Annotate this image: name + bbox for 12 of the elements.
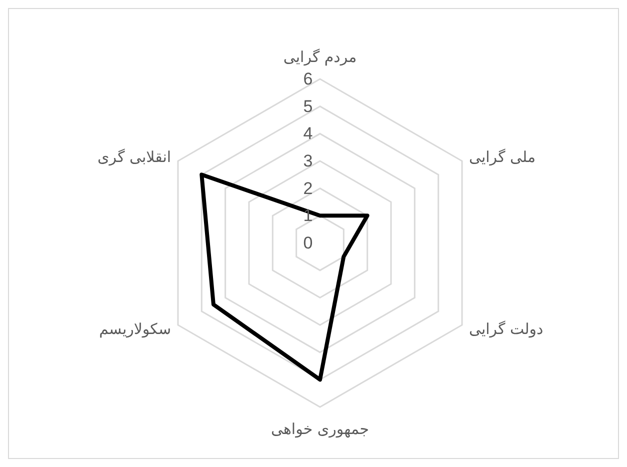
y-tick-label: 3 <box>303 152 313 170</box>
spoke-label: دولت گرایی <box>468 320 544 338</box>
spoke-label: ملی گرایی <box>468 148 536 166</box>
y-tick-label: 2 <box>303 178 313 198</box>
spoke-label: مردم گرایی <box>283 48 357 66</box>
y-tick-label: 4 <box>303 124 313 144</box>
y-tick-label: 0 <box>303 234 313 252</box>
spoke-label: سکولاریسم <box>99 320 172 338</box>
y-tick-label: 6 <box>303 70 313 88</box>
spoke-label: جمهوری خواهی <box>271 420 369 438</box>
y-tick-label: 5 <box>303 96 313 116</box>
spoke-label: انقلابی گری <box>98 148 172 166</box>
